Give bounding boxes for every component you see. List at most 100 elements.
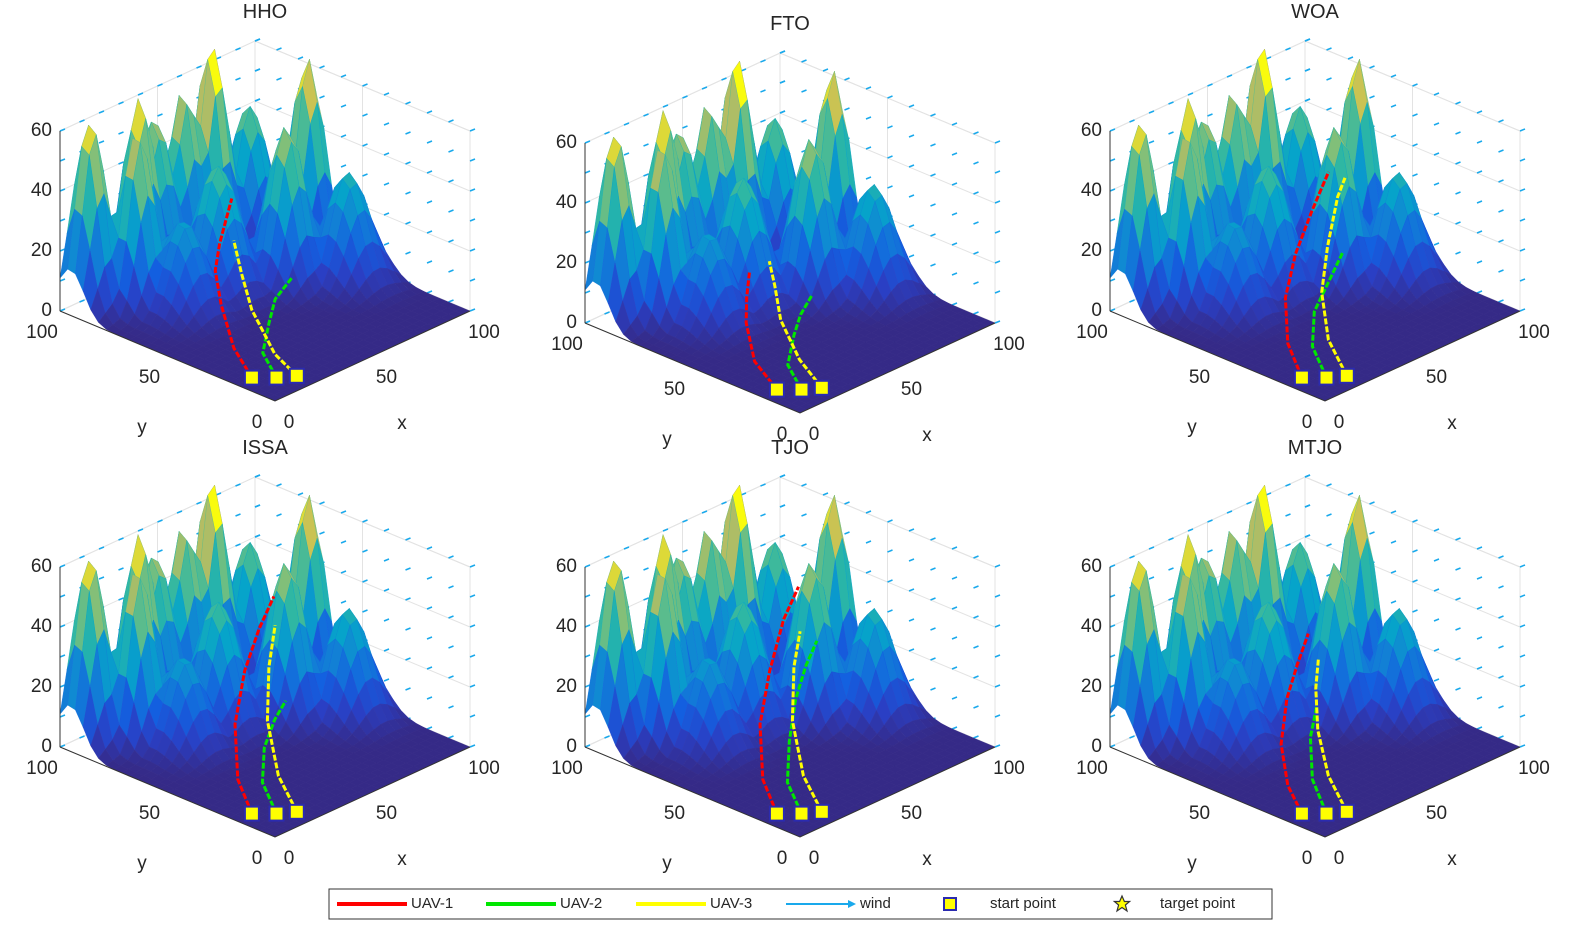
x-tick-label: 50	[901, 379, 922, 400]
wind-arrow	[470, 159, 475, 161]
y-tick-label: 0	[777, 848, 788, 869]
z-tick-label: 40	[1081, 180, 1102, 201]
wind-arrow	[931, 114, 936, 116]
wind-arrow	[449, 120, 454, 122]
wind-arrow	[1520, 309, 1525, 311]
x-tick-label: 50	[901, 803, 922, 824]
wind-arrow	[845, 78, 850, 80]
x-tick-label: 0	[284, 848, 295, 869]
x-tick-label: 100	[468, 758, 500, 779]
wind-arrow	[1348, 57, 1353, 59]
wind-arrow	[1456, 538, 1461, 540]
wind-arrow	[974, 556, 979, 558]
wind-arrow	[1520, 219, 1525, 221]
wind-arrow	[470, 595, 475, 597]
z-tick-label: 20	[1081, 240, 1102, 261]
z-tick-label: 60	[556, 132, 577, 153]
wind-arrow	[406, 538, 411, 540]
wind-arrow	[995, 231, 1000, 233]
y-tick-label: 0	[1302, 412, 1313, 433]
wind-arrow	[470, 655, 475, 657]
wind-arrow	[995, 141, 1000, 143]
x-axis-label: x	[397, 849, 407, 870]
subplot-title: FTO	[770, 13, 810, 35]
wind-arrow	[780, 475, 785, 477]
wind-arrow	[1413, 84, 1418, 86]
y-tick-label: 0	[252, 848, 263, 869]
x-tick-label: 0	[809, 848, 820, 869]
start-point	[770, 807, 784, 821]
wind-arrow	[1499, 556, 1504, 558]
wind-arrow	[995, 291, 1000, 293]
wind-arrow	[255, 39, 260, 41]
start-point	[270, 371, 284, 385]
y-tick-label: 100	[26, 322, 58, 343]
wind-arrow	[995, 171, 1000, 173]
x-tick-label: 50	[376, 367, 397, 388]
wind-arrow	[995, 321, 1000, 323]
wind-arrow	[298, 57, 303, 59]
x-axis-label: x	[397, 413, 407, 434]
wind-arrow	[802, 60, 807, 62]
wind-arrow	[952, 547, 957, 549]
start-point	[815, 381, 829, 395]
z-tick-label: 0	[41, 736, 52, 757]
z-tick-label: 60	[1081, 556, 1102, 577]
wind-arrow	[470, 565, 475, 567]
y-tick-label: 100	[1076, 758, 1108, 779]
wind-arrow	[470, 189, 475, 191]
wind-arrow	[931, 538, 936, 540]
wind-arrow	[470, 309, 475, 311]
z-tick-label: 0	[566, 312, 577, 333]
wind-arrow	[1520, 249, 1525, 251]
wind-arrow	[1327, 48, 1332, 50]
wind-arrow	[406, 102, 411, 104]
wind-arrow	[298, 493, 303, 495]
wind-arrow	[320, 66, 325, 68]
wind-arrow	[1477, 547, 1482, 549]
x-tick-label: 0	[809, 424, 820, 445]
start-point	[245, 371, 259, 385]
wind-arrow	[427, 547, 432, 549]
x-tick-label: 100	[468, 322, 500, 343]
wind-arrow	[823, 493, 828, 495]
wind-arrow	[974, 132, 979, 134]
wind-arrow	[1520, 565, 1525, 567]
wind-arrow	[995, 715, 1000, 717]
wind-arrow	[888, 96, 893, 98]
x-axis-label: x	[922, 849, 932, 870]
x-tick-label: 50	[376, 803, 397, 824]
x-axis-label: x	[1447, 413, 1457, 434]
y-tick-label: 50	[139, 803, 160, 824]
z-tick-label: 40	[31, 616, 52, 637]
y-tick-label: 100	[26, 758, 58, 779]
y-axis-label: y	[137, 853, 147, 874]
wind-arrow	[470, 715, 475, 717]
wind-arrow	[341, 75, 346, 77]
wind-arrow	[995, 745, 1000, 747]
z-tick-label: 40	[556, 616, 577, 637]
start-point	[815, 805, 829, 819]
x-axis-label: x	[922, 425, 932, 446]
wind-arrow	[470, 685, 475, 687]
subplot-title: HHO	[243, 1, 287, 23]
y-tick-label: 100	[1076, 322, 1108, 343]
wind-arrow	[363, 84, 368, 86]
y-tick-label: 0	[1302, 848, 1313, 869]
wind-arrow	[1305, 39, 1310, 41]
wind-arrow	[470, 745, 475, 747]
subplot-title: TJO	[771, 437, 809, 459]
wind-arrow	[1520, 159, 1525, 161]
start-point	[795, 383, 809, 397]
y-axis-label: y	[662, 853, 672, 874]
start-point	[245, 807, 259, 821]
y-axis-label: y	[1187, 417, 1197, 438]
wind-arrow	[1520, 189, 1525, 191]
wind-arrow	[1520, 715, 1525, 717]
z-tick-label: 0	[566, 736, 577, 757]
wind-arrow	[470, 279, 475, 281]
